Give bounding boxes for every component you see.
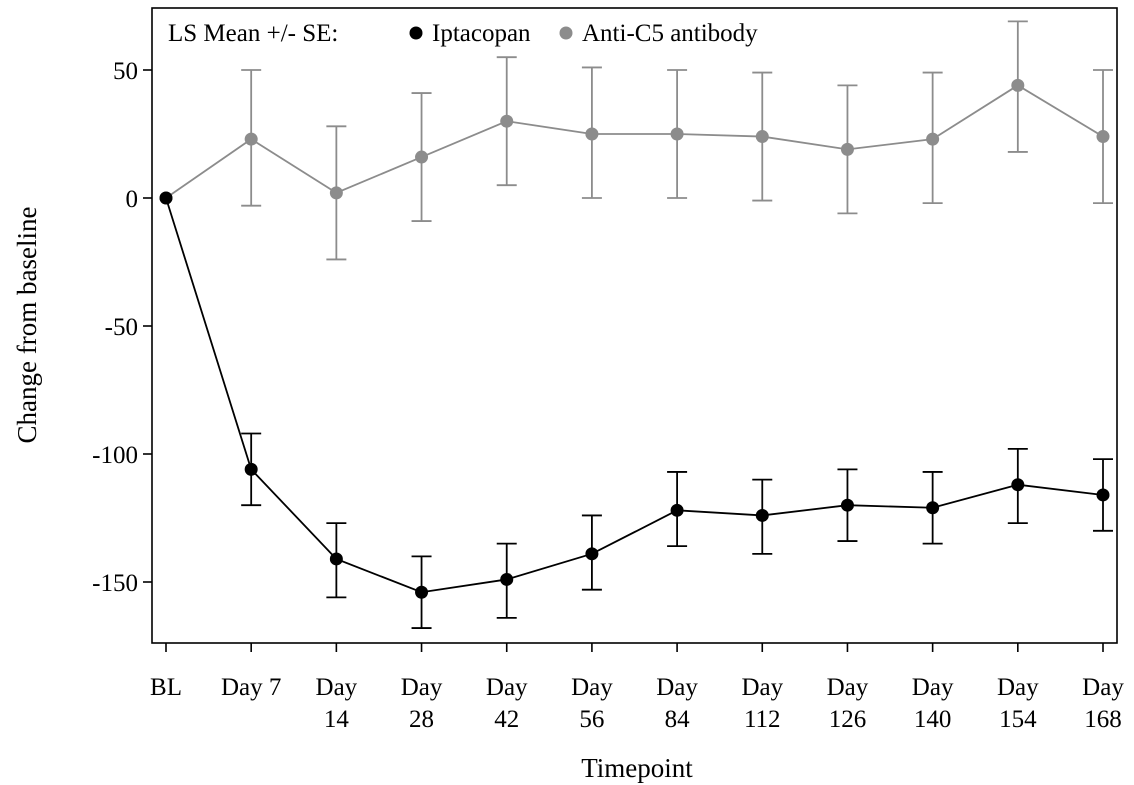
x-tick-label: 28: [409, 706, 434, 733]
x-tick-label: Day: [571, 674, 613, 701]
data-point-iptacopan: [926, 501, 940, 515]
x-tick-label: Day: [486, 674, 528, 701]
x-tick-label: Day: [1082, 674, 1124, 701]
legend-label-anti-c5: Anti-C5 antibody: [582, 20, 758, 47]
legend-marker-iptacopan: [409, 26, 423, 40]
x-tick-label: 140: [914, 706, 952, 733]
x-tick-label: 126: [829, 706, 867, 733]
x-tick-label: 154: [999, 706, 1037, 733]
data-point-anti-c5: [840, 142, 854, 156]
x-tick-label: 84: [665, 706, 691, 733]
legend: LS Mean +/- SE: Iptacopan Anti-C5 antibo…: [168, 20, 758, 47]
x-tick-label: Day: [912, 674, 954, 701]
y-tick-label: -100: [92, 442, 138, 469]
data-point-anti-c5: [1011, 78, 1025, 92]
legend-marker-anti-c5: [559, 26, 573, 40]
data-point-anti-c5: [670, 127, 684, 141]
legend-label-iptacopan: Iptacopan: [432, 20, 531, 47]
data-point-iptacopan: [670, 503, 684, 517]
y-tick-label: -150: [92, 570, 138, 597]
data-point-iptacopan: [755, 508, 769, 522]
data-point-iptacopan: [585, 547, 599, 561]
data-point-anti-c5: [329, 186, 343, 200]
x-tick-label: 168: [1084, 706, 1122, 733]
x-tick-label: Day: [997, 674, 1039, 701]
y-tick-label: 50: [113, 58, 138, 85]
legend-title: LS Mean +/- SE:: [168, 20, 338, 47]
x-tick-label: Day: [656, 674, 698, 701]
y-tick-label: -50: [105, 314, 138, 341]
data-point-iptacopan: [500, 572, 514, 586]
x-tick-label: 14: [324, 706, 350, 733]
x-tick-label: Day: [741, 674, 783, 701]
series-iptacopan: [159, 191, 1113, 629]
x-tick-label: Day: [827, 674, 869, 701]
data-point-iptacopan: [1011, 478, 1025, 492]
x-tick-label: Day: [401, 674, 443, 701]
data-point-anti-c5: [244, 132, 258, 146]
x-axis: BL Day 7 Day 14 Day 28 Day 42 Day 56 Day 84 Day 112 Da…: [150, 643, 1124, 733]
data-point-iptacopan: [840, 498, 854, 512]
series-line-anti-c5: [165, 84, 1104, 199]
y-tick-label: 0: [126, 186, 139, 213]
data-point-anti-c5: [500, 114, 514, 128]
x-tick-label: 112: [744, 706, 781, 733]
series-line-iptacopan: [165, 197, 1104, 594]
x-tick-label: 42: [494, 706, 519, 733]
y-axis: 50 0 -50 -100 -150: [92, 58, 152, 597]
x-tick-label: 56: [579, 706, 604, 733]
data-point-iptacopan: [159, 191, 173, 205]
series-layer: [159, 20, 1113, 629]
data-point-iptacopan: [329, 552, 343, 566]
plot-frame: [151, 7, 1118, 644]
x-axis-label: Timepoint: [581, 753, 693, 783]
data-point-anti-c5: [585, 127, 599, 141]
data-point-iptacopan: [415, 585, 429, 599]
data-point-anti-c5: [415, 150, 429, 164]
x-tick-label: Day: [316, 674, 358, 701]
data-point-anti-c5: [926, 132, 940, 146]
data-point-iptacopan: [1096, 488, 1110, 502]
series-anti-c5: [159, 20, 1113, 261]
data-point-anti-c5: [1096, 130, 1110, 144]
data-point-iptacopan: [244, 462, 258, 476]
y-axis-label: Change from baseline: [12, 207, 42, 444]
data-point-anti-c5: [755, 130, 769, 144]
x-tick-label: Day 7: [221, 674, 281, 701]
x-tick-label: BL: [150, 674, 182, 701]
